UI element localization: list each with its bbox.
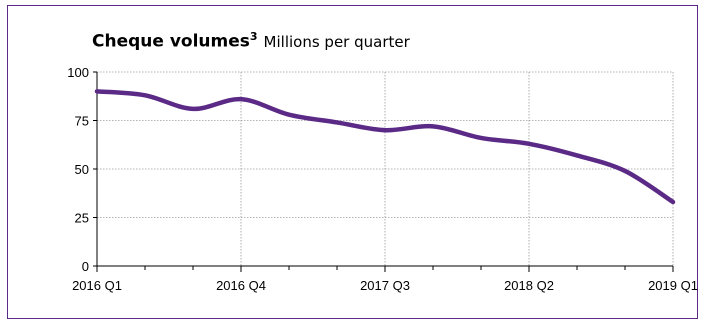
chart-frame — [7, 5, 698, 319]
x-tick-label: 2016 Q1 — [72, 278, 122, 293]
series-line — [94, 89, 676, 205]
chart-title: Cheque volumes3 Millions per quarter — [92, 30, 410, 52]
x-tick-label: 2016 Q4 — [216, 278, 266, 293]
chart-subtitle: Millions per quarter — [263, 32, 410, 51]
x-tick-label: 2019 Q1 — [648, 278, 698, 293]
y-tick-label: 0 — [82, 259, 89, 274]
y-tick-label: 75 — [75, 114, 89, 129]
y-tick-label: 25 — [75, 211, 89, 226]
y-tick-label: 100 — [67, 65, 89, 80]
x-tick-label: 2018 Q2 — [504, 278, 554, 293]
chart-title-superscript: 3 — [249, 30, 258, 43]
chart-title-text: Cheque volumes — [92, 31, 250, 52]
y-tick-label: 50 — [75, 162, 89, 177]
x-tick-label: 2017 Q3 — [360, 278, 410, 293]
